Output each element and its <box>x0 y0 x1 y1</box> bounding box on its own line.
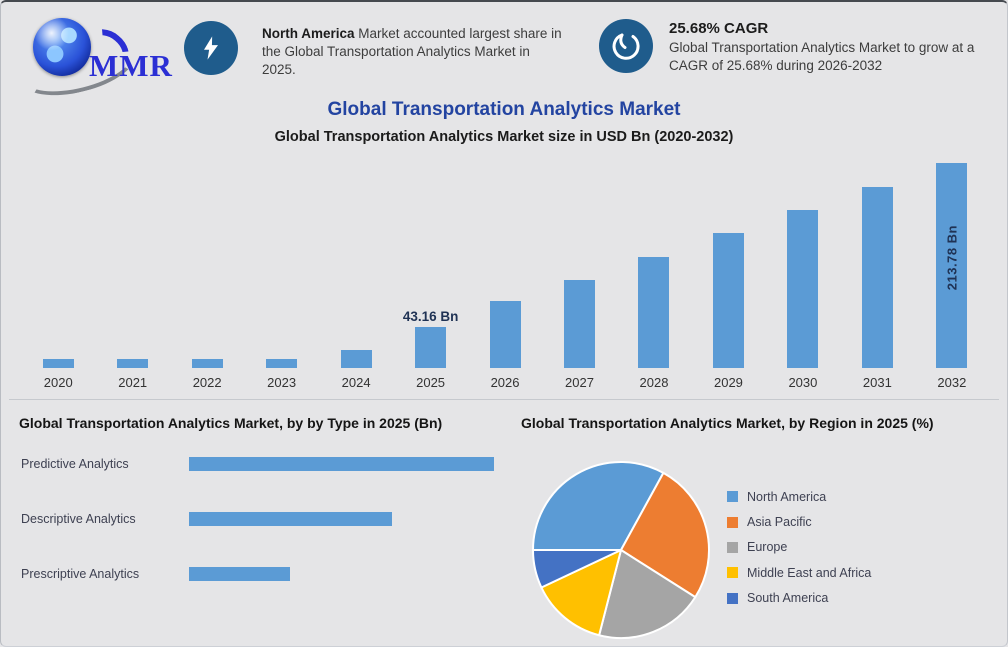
pie-slice-north-america <box>532 461 665 551</box>
legend-label: North America <box>747 489 827 504</box>
callout-north-america-text: North America Market accounted largest s… <box>262 21 567 79</box>
callout-bold-text: North America <box>262 26 355 41</box>
x-tick-2032: 2032 <box>937 375 967 390</box>
value-label-2032: 213.78 Bn <box>944 225 960 291</box>
bar-2027 <box>564 279 596 368</box>
type-label: Predictive Analytics <box>21 456 129 471</box>
type-label: Prescriptive Analytics <box>21 566 140 581</box>
x-axis-separator-line <box>9 399 999 400</box>
callout-rest-text: Market accounted largest share in the Gl… <box>262 26 562 77</box>
x-tick-2031: 2031 <box>862 375 892 390</box>
globe-icon <box>33 18 91 76</box>
type-row: Prescriptive Analytics <box>21 546 501 601</box>
bar-2026 <box>489 300 521 368</box>
cagr-body: Global Transportation Analytics Market t… <box>669 40 975 73</box>
x-tick-2023: 2023 <box>267 375 297 390</box>
legend-item-asia-pacific: Asia Pacific <box>727 509 871 534</box>
bar-chart-columns: 2020 2021 2022 2023 2024 43.16 Bn 2025 2026 2027… <box>21 157 989 390</box>
bar-2024 <box>340 349 372 368</box>
bar-column-2026: 2026 <box>468 157 542 390</box>
legend-item-middle-east-and-africa: Middle East and Africa <box>727 560 871 585</box>
legend-label: South America <box>747 591 829 606</box>
region-chart-title: Global Transportation Analytics Market, … <box>521 415 934 431</box>
pie-legend: North America Asia Pacific Europe Middle Ea… <box>727 484 871 611</box>
x-tick-2026: 2026 <box>490 375 520 390</box>
bar-2025: 43.16 Bn <box>403 309 458 368</box>
market-size-bar-chart: 2020 2021 2022 2023 2024 43.16 Bn 2025 2026 2027… <box>21 157 989 395</box>
bar-column-2032: 213.78 Bn 2032 <box>915 157 989 390</box>
bar-2020 <box>42 359 74 368</box>
bar-2029 <box>712 232 744 368</box>
callout-cagr-text: 25.68% CAGR Global Transportation Analyt… <box>669 19 999 75</box>
x-tick-2020: 2020 <box>43 375 73 390</box>
region-pie-chart <box>531 460 711 640</box>
bar-column-2025: 43.16 Bn 2025 <box>393 157 467 390</box>
legend-swatch <box>727 516 738 528</box>
bar-2021 <box>117 359 149 368</box>
logo-text: MMR <box>89 48 173 83</box>
bar-column-2027: 2027 <box>542 157 616 390</box>
bar-column-2024: 2024 <box>319 157 393 390</box>
type-bar <box>189 456 494 471</box>
mmr-logo: MMR <box>14 14 183 106</box>
legend-label: Middle East and Africa <box>747 565 872 580</box>
x-tick-2027: 2027 <box>565 375 594 390</box>
legend-swatch <box>727 491 738 503</box>
legend-label: Asia Pacific <box>747 515 812 530</box>
x-tick-2024: 2024 <box>341 375 371 390</box>
x-tick-2028: 2028 <box>639 375 669 390</box>
x-tick-2025: 2025 <box>416 375 446 390</box>
callout-cagr: 25.68% CAGR Global Transportation Analyt… <box>599 19 999 75</box>
bar-column-2020: 2020 <box>21 157 95 390</box>
bar-column-2028: 2028 <box>617 157 691 390</box>
x-tick-2021: 2021 <box>118 375 148 390</box>
pie-slice-middle-east-and-africa <box>540 549 622 637</box>
legend-item-europe: Europe <box>727 535 871 560</box>
legend-item-south-america: South America <box>727 586 871 611</box>
callout-north-america: North America Market accounted largest s… <box>184 21 567 79</box>
pie-slice-south-america <box>532 549 622 589</box>
type-row: Descriptive Analytics <box>21 491 501 546</box>
bar-column-2023: 2023 <box>244 157 318 390</box>
bar-column-2021: 2021 <box>95 157 169 390</box>
x-tick-2029: 2029 <box>713 375 743 390</box>
type-bar-chart: Predictive Analytics Descriptive Analytic… <box>21 436 501 601</box>
cagr-heading: 25.68% CAGR <box>669 20 769 37</box>
legend-swatch <box>727 541 738 553</box>
type-bar <box>189 511 392 526</box>
bar-2022 <box>191 359 223 368</box>
bar-column-2029: 2029 <box>691 157 765 390</box>
x-tick-2030: 2030 <box>788 375 818 390</box>
x-tick-2022: 2022 <box>192 375 222 390</box>
bar-2030 <box>787 209 819 368</box>
lightning-bolt-icon <box>184 21 238 75</box>
bar-chart-title: Global Transportation Analytics Market s… <box>274 129 734 145</box>
type-chart-title: Global Transportation Analytics Market, … <box>19 415 443 431</box>
bar-2028 <box>638 256 670 368</box>
type-bar <box>189 566 290 581</box>
type-label: Descriptive Analytics <box>21 511 136 526</box>
bar-column-2022: 2022 <box>170 157 244 390</box>
value-label-2025: 43.16 Bn <box>402 308 459 324</box>
bar-column-2031: 2031 <box>840 157 914 390</box>
bar-2032: 213.78 Bn <box>936 163 968 368</box>
bar-2023 <box>266 359 298 368</box>
pie-slice-europe <box>598 549 697 640</box>
bar-column-2030: 2030 <box>766 157 840 390</box>
page-title: Global Transportation Analytics Market <box>327 99 681 120</box>
legend-swatch <box>727 567 738 579</box>
pie-slice-asia-pacific <box>620 471 710 599</box>
growth-swirl-icon <box>599 19 653 73</box>
legend-item-north-america: North America <box>727 484 871 509</box>
type-row: Predictive Analytics <box>21 436 501 491</box>
legend-label: Europe <box>747 540 788 555</box>
legend-swatch <box>727 592 738 604</box>
bar-2031 <box>861 186 893 368</box>
